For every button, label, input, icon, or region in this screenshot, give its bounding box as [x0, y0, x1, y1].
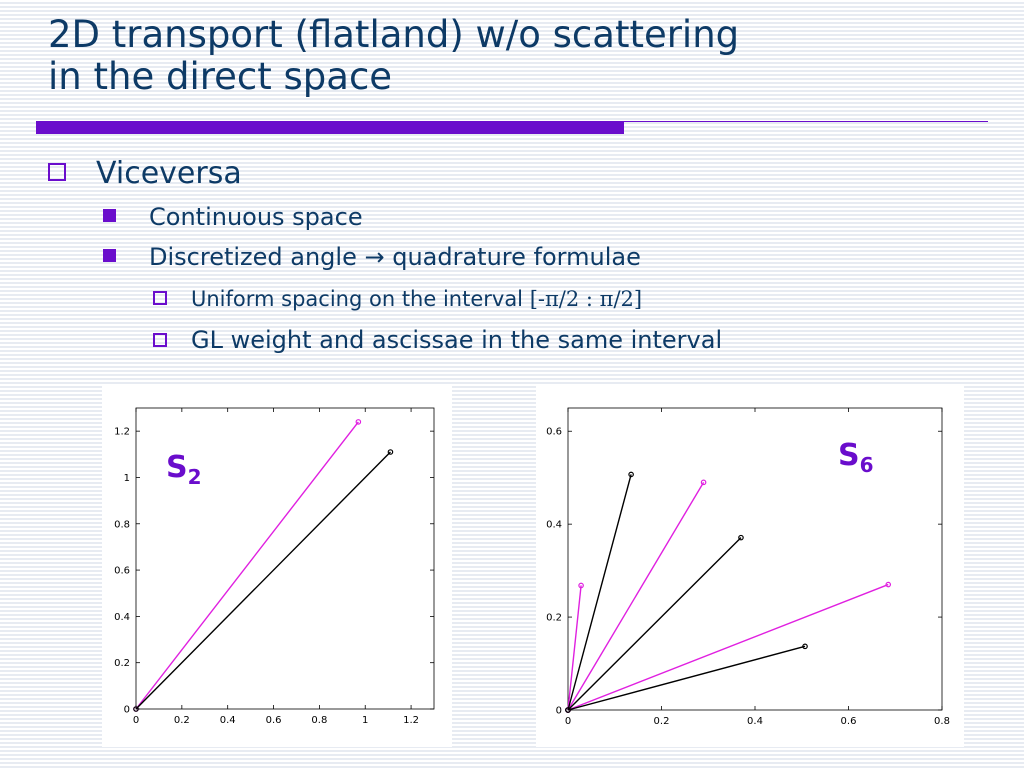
bullet-text: GL weight and ascissae in the same inter…	[191, 326, 723, 354]
y-tick-label: 0.2	[546, 613, 562, 624]
x-tick-label: 0.4	[747, 716, 763, 727]
x-tick-label: 0	[133, 715, 139, 726]
right-arrow-icon: →	[364, 243, 385, 271]
bullet-level3-uniform: Uniform spacing on the interval [-π/2 : …	[153, 287, 642, 311]
solid-square-bullet-icon	[103, 209, 116, 222]
series-line-5	[567, 645, 806, 711]
y-tick-label: 0.4	[114, 612, 130, 623]
chart-label-main: S	[166, 450, 188, 485]
bullet-text: quadrature formulae	[384, 243, 641, 271]
data-point	[387, 449, 394, 455]
solid-square-bullet-icon	[103, 249, 116, 262]
series-line-3	[567, 474, 632, 711]
chart-s2-svg: 0 0.2 0.4 0.6 0.8 1 1.2 0 0.2 0.4 0.6 0.8 1 1.2 S2	[114, 407, 435, 726]
y-tick-label: 1.2	[114, 427, 130, 438]
data-point	[700, 479, 707, 486]
y-tick-label: 1	[124, 473, 130, 484]
title-line-2: in the direct space	[48, 55, 393, 98]
title-line-1: 2D transport (flatland) w/o scattering	[48, 13, 740, 56]
bullet-text: Discretized angle	[149, 243, 365, 271]
y-tick-label: 0.6	[114, 566, 130, 577]
y-tick-label: 0.8	[114, 519, 130, 530]
x-tick-label: 1.2	[403, 715, 419, 726]
series-line-0	[567, 585, 582, 711]
axes-box	[567, 407, 943, 711]
chart-label-main: S	[838, 438, 860, 473]
x-tick-label: 0.2	[174, 715, 190, 726]
plot-s2: 0 0.2 0.4 0.6 0.8 1 1.2 0 0.2 0.4 0.6 0.8 1 1.2 S2	[102, 385, 452, 747]
axes-box	[135, 407, 435, 710]
data-point	[565, 707, 571, 713]
interval-math: [-π/2 : π/2]	[529, 287, 643, 311]
chart-label: S6	[838, 438, 874, 477]
title-underline-thin	[624, 121, 988, 122]
chart-label: S2	[166, 450, 202, 489]
plot-s6: 0 0.2 0.4 0.6 0.8 0 0.2 0.4 0.6 S6	[536, 385, 964, 747]
hollow-square-bullet-icon	[153, 291, 167, 305]
bullet-level3-gl: GL weight and ascissae in the same inter…	[153, 326, 722, 354]
title-underline-thick	[36, 121, 624, 134]
bullet-text: Continuous space	[149, 203, 363, 231]
series-line-4	[567, 537, 742, 711]
x-tick-label: 0	[565, 716, 571, 727]
chart-label-subscript: 6	[860, 453, 874, 477]
chart-s6-svg: 0 0.2 0.4 0.6 0.8 0 0.2 0.4 0.6 S6	[546, 407, 950, 727]
data-point	[885, 581, 892, 588]
chart-label-subscript: 2	[188, 465, 202, 489]
y-tick-label: 0	[124, 705, 130, 716]
x-tick-label: 0.6	[841, 716, 857, 727]
data-point	[578, 582, 584, 589]
bullet-level2-continuous: Continuous space	[103, 203, 363, 231]
series-line-1	[567, 481, 705, 711]
data-point	[133, 706, 139, 712]
bullet-level1: Viceversa	[48, 156, 242, 191]
series-line-2	[567, 583, 889, 711]
slide-title: 2D transport (flatland) w/o scattering i…	[48, 14, 739, 98]
data-point	[628, 471, 634, 478]
x-tick-label: 0.8	[311, 715, 327, 726]
x-tick-label: 0.6	[266, 715, 282, 726]
bullet-text: Uniform spacing on the interval	[191, 287, 530, 311]
x-tick-label: 0.8	[934, 716, 950, 727]
hollow-square-bullet-icon	[153, 333, 167, 347]
x-tick-label: 0.4	[220, 715, 236, 726]
bullet-list: Viceversa Continuous space Discretized a…	[0, 0, 1024, 380]
data-point	[738, 534, 744, 541]
y-tick-label: 0.2	[114, 658, 130, 669]
bullet-text: Viceversa	[96, 156, 242, 191]
series-line-0	[135, 421, 359, 710]
series-line-1	[135, 451, 391, 710]
bullet-level2-discretized: Discretized angle → quadrature formulae	[103, 243, 641, 271]
data-point	[355, 419, 362, 425]
data-point	[802, 643, 808, 650]
hollow-square-bullet-icon	[48, 163, 66, 181]
x-tick-label: 0.2	[654, 716, 670, 727]
x-tick-label: 1	[362, 715, 368, 726]
y-tick-label: 0	[556, 706, 562, 717]
y-tick-label: 0.4	[546, 520, 562, 531]
y-tick-label: 0.6	[546, 427, 562, 438]
